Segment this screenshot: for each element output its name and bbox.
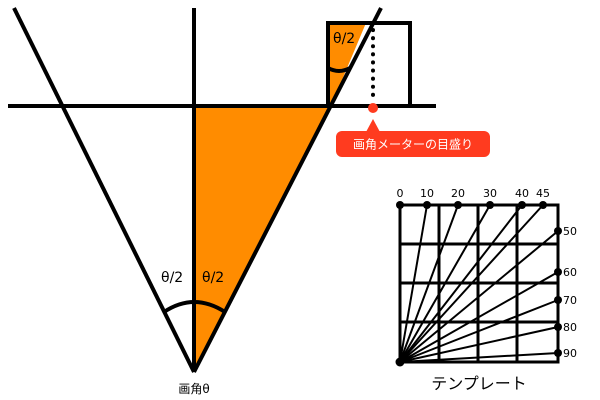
template-dots [395, 201, 562, 367]
fov-left-edge [12, 7, 196, 373]
template-origin-dot [395, 357, 405, 367]
template-ray [399, 204, 544, 363]
template-ray [399, 204, 428, 363]
meter-angle-label: θ/2 [333, 31, 355, 47]
template-right-tick-label: 90 [563, 347, 577, 360]
template-right-tick-label: 70 [563, 294, 577, 307]
template-ray [399, 299, 559, 363]
template-ray [399, 326, 559, 363]
template-ray [399, 204, 491, 363]
template-right-tick-label: 60 [563, 266, 577, 279]
template-top-tick-label: 20 [451, 187, 465, 200]
template-tick-dot [554, 296, 562, 304]
callout: 画角メーターの目盛り [336, 119, 490, 157]
template: 0 10 20 30 40 45 50 60 70 80 90 テンプレート [395, 187, 577, 393]
right-half-angle-label: θ/2 [202, 270, 224, 286]
template-ray [399, 204, 459, 363]
left-half-angle-label: θ/2 [161, 270, 183, 286]
template-right-tick-label: 80 [563, 321, 577, 334]
vertex-angle-arc [162, 300, 227, 314]
template-tick-dot [554, 349, 562, 357]
template-tick-dot [454, 201, 462, 209]
vertex-label: 画角θ [178, 382, 209, 396]
template-tick-dot [396, 201, 404, 209]
template-rays [399, 204, 559, 363]
template-tick-dot [554, 323, 562, 331]
template-right-ticks: 50 60 70 80 90 [563, 225, 577, 360]
template-ray [399, 230, 559, 363]
template-tick-dot [423, 201, 431, 209]
template-top-tick-label: 10 [420, 187, 434, 200]
fov-diagram: θ/2 θ/2 θ/2 画角θ [8, 7, 436, 396]
template-tick-dot [486, 201, 494, 209]
template-top-tick-label: 0 [397, 187, 404, 200]
callout-text: 画角メーターの目盛り [353, 137, 473, 152]
template-tick-dot [539, 201, 547, 209]
template-tick-dot [518, 201, 526, 209]
template-top-tick-label: 45 [536, 187, 550, 200]
template-title: テンプレート [431, 374, 527, 393]
template-ray [399, 352, 559, 363]
meter-angle-arc [327, 66, 351, 73]
template-right-tick-label: 50 [563, 225, 577, 238]
template-top-tick-label: 40 [515, 187, 529, 200]
template-top-ticks: 0 10 20 30 40 45 [397, 187, 551, 200]
callout-pointer [366, 119, 380, 132]
template-ray [399, 271, 559, 363]
template-ray [399, 204, 523, 363]
template-tick-dot [554, 227, 562, 235]
callout-bubble [336, 131, 490, 157]
meter-marker-dot [368, 103, 378, 113]
template-tick-dot [554, 268, 562, 276]
meter-box [326, 21, 412, 106]
template-top-tick-label: 30 [483, 187, 497, 200]
meter-angle-fill [328, 23, 366, 106]
